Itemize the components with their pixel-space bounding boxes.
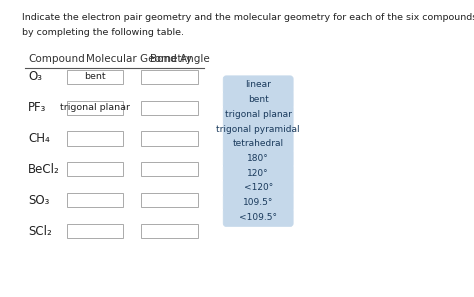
FancyBboxPatch shape: [223, 149, 293, 168]
FancyBboxPatch shape: [67, 132, 123, 146]
FancyBboxPatch shape: [67, 224, 123, 238]
FancyBboxPatch shape: [141, 224, 198, 238]
FancyBboxPatch shape: [223, 164, 293, 182]
Text: bent: bent: [84, 72, 106, 81]
FancyBboxPatch shape: [223, 194, 293, 212]
Text: trigonal planar: trigonal planar: [60, 103, 130, 112]
FancyBboxPatch shape: [67, 193, 123, 207]
FancyBboxPatch shape: [223, 135, 293, 153]
FancyBboxPatch shape: [141, 101, 198, 115]
Text: by completing the following table.: by completing the following table.: [22, 28, 184, 37]
Text: 120°: 120°: [247, 169, 269, 178]
Text: O₃: O₃: [28, 70, 42, 83]
FancyBboxPatch shape: [141, 132, 198, 146]
FancyBboxPatch shape: [223, 208, 293, 227]
Text: trigonal planar: trigonal planar: [225, 110, 292, 119]
Text: SO₃: SO₃: [28, 194, 50, 207]
FancyBboxPatch shape: [223, 91, 293, 109]
Text: Indicate the electron pair geometry and the molecular geometry for each of the s: Indicate the electron pair geometry and …: [22, 13, 474, 22]
Text: <120°: <120°: [244, 184, 273, 192]
Text: 180°: 180°: [247, 154, 269, 163]
Text: CH₄: CH₄: [28, 132, 50, 145]
Text: linear: linear: [245, 80, 271, 89]
Text: tetrahedral: tetrahedral: [233, 139, 284, 148]
Text: Compound: Compound: [28, 54, 85, 64]
FancyBboxPatch shape: [223, 76, 293, 94]
Text: SCl₂: SCl₂: [28, 225, 52, 238]
FancyBboxPatch shape: [67, 101, 123, 115]
Text: trigonal pyramidal: trigonal pyramidal: [216, 124, 300, 134]
Text: PF₃: PF₃: [28, 101, 46, 114]
Text: Molecular Geometry: Molecular Geometry: [86, 54, 192, 64]
FancyBboxPatch shape: [141, 70, 198, 84]
FancyBboxPatch shape: [223, 120, 293, 138]
FancyBboxPatch shape: [141, 162, 198, 176]
Text: BeCl₂: BeCl₂: [28, 163, 60, 176]
FancyBboxPatch shape: [223, 179, 293, 197]
Text: <109.5°: <109.5°: [239, 213, 277, 222]
Text: 109.5°: 109.5°: [243, 198, 273, 207]
Text: Bond Angle: Bond Angle: [150, 54, 210, 64]
FancyBboxPatch shape: [223, 105, 293, 124]
Text: bent: bent: [248, 95, 269, 104]
FancyBboxPatch shape: [141, 193, 198, 207]
FancyBboxPatch shape: [67, 70, 123, 84]
FancyBboxPatch shape: [67, 162, 123, 176]
